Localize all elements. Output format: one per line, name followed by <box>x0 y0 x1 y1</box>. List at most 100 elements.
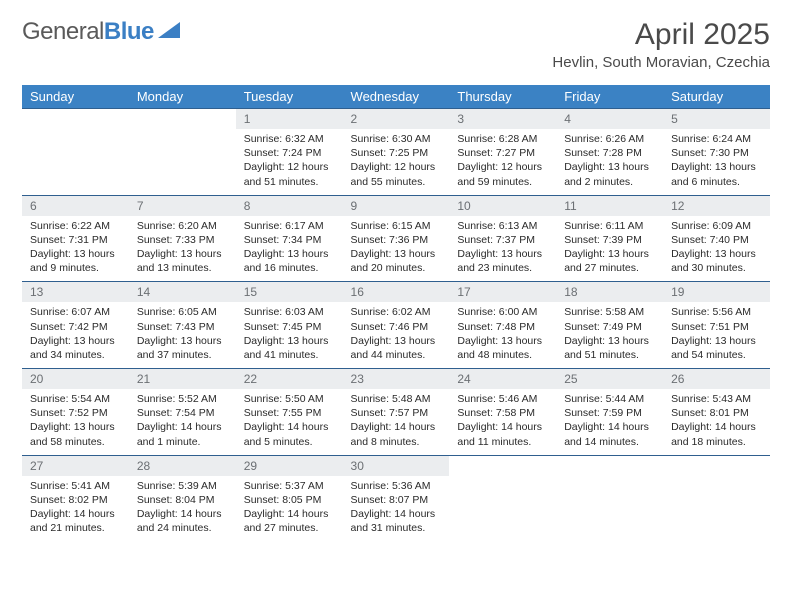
daylight-text: Daylight: 13 hours and 58 minutes. <box>30 420 121 448</box>
sunset-text: Sunset: 8:02 PM <box>30 493 121 507</box>
sunrise-text: Sunrise: 6:24 AM <box>671 132 762 146</box>
day-number: 6 <box>22 195 129 216</box>
sunrise-text: Sunrise: 6:15 AM <box>351 219 442 233</box>
sunrise-text: Sunrise: 5:56 AM <box>671 305 762 319</box>
sunrise-text: Sunrise: 5:41 AM <box>30 479 121 493</box>
day-cell: Sunrise: 6:17 AMSunset: 7:34 PMDaylight:… <box>236 216 343 282</box>
sunrise-text: Sunrise: 6:02 AM <box>351 305 442 319</box>
day-number <box>556 455 663 476</box>
daylight-text: Daylight: 13 hours and 48 minutes. <box>457 334 548 362</box>
sunset-text: Sunset: 8:04 PM <box>137 493 228 507</box>
sunset-text: Sunset: 7:54 PM <box>137 406 228 420</box>
day-cell: Sunrise: 5:58 AMSunset: 7:49 PMDaylight:… <box>556 302 663 368</box>
daylight-text: Daylight: 12 hours and 59 minutes. <box>457 160 548 188</box>
day-number: 4 <box>556 109 663 130</box>
day-number-row: 13141516171819 <box>22 282 770 303</box>
day-number: 30 <box>343 455 450 476</box>
day-number-row: 20212223242526 <box>22 369 770 390</box>
sunrise-text: Sunrise: 5:44 AM <box>564 392 655 406</box>
daylight-text: Daylight: 14 hours and 18 minutes. <box>671 420 762 448</box>
day-cell: Sunrise: 6:22 AMSunset: 7:31 PMDaylight:… <box>22 216 129 282</box>
sunset-text: Sunset: 7:43 PM <box>137 320 228 334</box>
sunrise-text: Sunrise: 6:00 AM <box>457 305 548 319</box>
daylight-text: Daylight: 12 hours and 51 minutes. <box>244 160 335 188</box>
daylight-text: Daylight: 13 hours and 30 minutes. <box>671 247 762 275</box>
daylight-text: Daylight: 14 hours and 1 minute. <box>137 420 228 448</box>
daylight-text: Daylight: 13 hours and 6 minutes. <box>671 160 762 188</box>
sunset-text: Sunset: 7:30 PM <box>671 146 762 160</box>
day-cell <box>22 129 129 195</box>
sunset-text: Sunset: 8:05 PM <box>244 493 335 507</box>
page-title: April 2025 <box>552 18 770 52</box>
day-number: 1 <box>236 109 343 130</box>
sunset-text: Sunset: 7:45 PM <box>244 320 335 334</box>
sunset-text: Sunset: 7:42 PM <box>30 320 121 334</box>
day-cell: Sunrise: 5:41 AMSunset: 8:02 PMDaylight:… <box>22 476 129 542</box>
day-number: 14 <box>129 282 236 303</box>
day-number: 11 <box>556 195 663 216</box>
day-data-row: Sunrise: 6:07 AMSunset: 7:42 PMDaylight:… <box>22 302 770 368</box>
day-number: 20 <box>22 369 129 390</box>
daylight-text: Daylight: 13 hours and 54 minutes. <box>671 334 762 362</box>
day-cell <box>129 129 236 195</box>
day-cell: Sunrise: 5:37 AMSunset: 8:05 PMDaylight:… <box>236 476 343 542</box>
day-cell: Sunrise: 6:30 AMSunset: 7:25 PMDaylight:… <box>343 129 450 195</box>
sunrise-text: Sunrise: 6:26 AM <box>564 132 655 146</box>
daylight-text: Daylight: 14 hours and 14 minutes. <box>564 420 655 448</box>
day-cell: Sunrise: 6:11 AMSunset: 7:39 PMDaylight:… <box>556 216 663 282</box>
day-cell: Sunrise: 6:05 AMSunset: 7:43 PMDaylight:… <box>129 302 236 368</box>
daylight-text: Daylight: 14 hours and 8 minutes. <box>351 420 442 448</box>
logo-word1: General <box>22 18 104 45</box>
weekday-header: Sunday <box>22 85 129 109</box>
sunrise-text: Sunrise: 6:20 AM <box>137 219 228 233</box>
day-number: 3 <box>449 109 556 130</box>
daylight-text: Daylight: 13 hours and 16 minutes. <box>244 247 335 275</box>
day-cell: Sunrise: 5:54 AMSunset: 7:52 PMDaylight:… <box>22 389 129 455</box>
sunset-text: Sunset: 7:51 PM <box>671 320 762 334</box>
day-data-row: Sunrise: 5:41 AMSunset: 8:02 PM Daylight:… <box>22 476 770 542</box>
logo: GeneralBlue <box>22 18 184 46</box>
day-number-row: 6789101112 <box>22 195 770 216</box>
day-cell: Sunrise: 6:03 AMSunset: 7:45 PMDaylight:… <box>236 302 343 368</box>
day-number-row: 27282930 <box>22 455 770 476</box>
sunset-text: Sunset: 7:49 PM <box>564 320 655 334</box>
weekday-header: Monday <box>129 85 236 109</box>
triangle-icon <box>158 20 184 45</box>
weekday-header: Tuesday <box>236 85 343 109</box>
day-cell: Sunrise: 6:26 AMSunset: 7:28 PMDaylight:… <box>556 129 663 195</box>
sunrise-text: Sunrise: 5:43 AM <box>671 392 762 406</box>
day-number: 28 <box>129 455 236 476</box>
day-number: 8 <box>236 195 343 216</box>
day-number: 13 <box>22 282 129 303</box>
daylight-text: Daylight: 13 hours and 20 minutes. <box>351 247 442 275</box>
day-cell: Sunrise: 5:36 AMSunset: 8:07 PMDaylight:… <box>343 476 450 542</box>
day-cell: Sunrise: 6:13 AMSunset: 7:37 PMDaylight:… <box>449 216 556 282</box>
daylight-text: Daylight: 12 hours and 55 minutes. <box>351 160 442 188</box>
day-cell: Sunrise: 5:46 AMSunset: 7:58 PMDaylight:… <box>449 389 556 455</box>
daylight-text: Daylight: 13 hours and 23 minutes. <box>457 247 548 275</box>
day-number: 12 <box>663 195 770 216</box>
sunset-text: Sunset: 7:59 PM <box>564 406 655 420</box>
sunrise-text: Sunrise: 5:50 AM <box>244 392 335 406</box>
day-cell: Sunrise: 5:48 AMSunset: 7:57 PMDaylight:… <box>343 389 450 455</box>
sunrise-text: Sunrise: 5:48 AM <box>351 392 442 406</box>
day-data-row: Sunrise: 5:54 AMSunset: 7:52 PMDaylight:… <box>22 389 770 455</box>
day-cell: Sunrise: 6:28 AMSunset: 7:27 PMDaylight:… <box>449 129 556 195</box>
daylight-text: Daylight: 14 hours and 27 minutes. <box>244 507 335 535</box>
sunrise-text: Sunrise: 5:52 AM <box>137 392 228 406</box>
day-number <box>22 109 129 130</box>
sunrise-text: Sunrise: 6:30 AM <box>351 132 442 146</box>
daylight-text: Daylight: 13 hours and 9 minutes. <box>30 247 121 275</box>
daylight-text: Daylight: 13 hours and 34 minutes. <box>30 334 121 362</box>
day-number: 2 <box>343 109 450 130</box>
day-cell: Sunrise: 5:44 AMSunset: 7:59 PMDaylight:… <box>556 389 663 455</box>
daylight-text: Daylight: 13 hours and 41 minutes. <box>244 334 335 362</box>
day-cell: Sunrise: 6:20 AMSunset: 7:33 PMDaylight:… <box>129 216 236 282</box>
weekday-header-row: Sunday Monday Tuesday Wednesday Thursday… <box>22 85 770 109</box>
sunrise-text: Sunrise: 6:17 AM <box>244 219 335 233</box>
sunrise-text: Sunrise: 6:32 AM <box>244 132 335 146</box>
day-number <box>663 455 770 476</box>
day-cell: Sunrise: 5:52 AMSunset: 7:54 PMDaylight:… <box>129 389 236 455</box>
sunrise-text: Sunrise: 6:09 AM <box>671 219 762 233</box>
day-number: 27 <box>22 455 129 476</box>
